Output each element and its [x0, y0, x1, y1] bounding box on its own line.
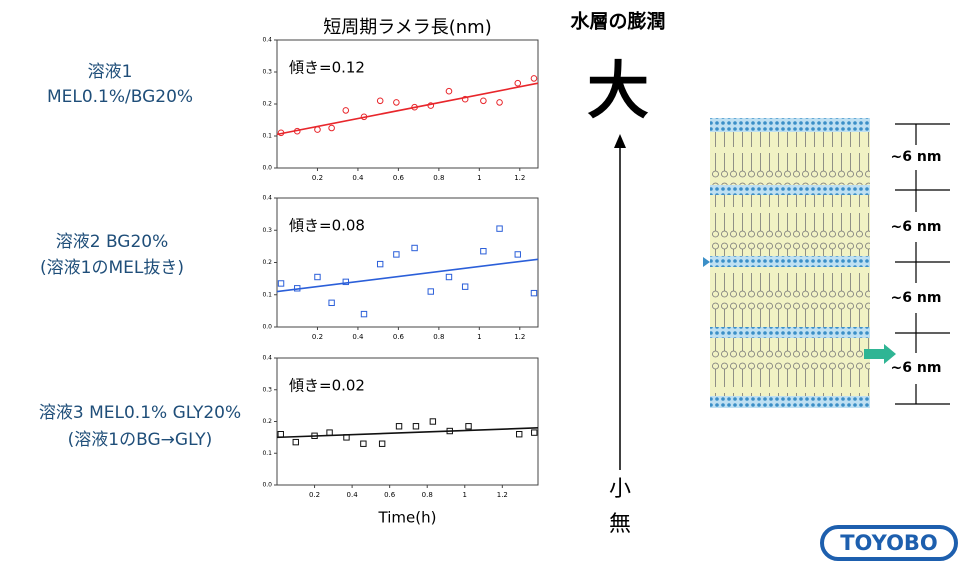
point — [515, 80, 521, 86]
solution-name: 溶液2 BG20% — [56, 232, 169, 252]
slope-annotation: 傾き=0.08 — [289, 217, 365, 235]
swelling-title: 水層の膨潤 — [570, 10, 665, 33]
arrow-head — [614, 134, 626, 148]
y-tick-label: 0.2 — [262, 101, 272, 108]
x-tick-label: 1 — [463, 491, 467, 499]
point — [412, 245, 417, 250]
x-tick-label: 0.4 — [352, 174, 364, 182]
point — [517, 432, 522, 437]
slide: 溶液1 MEL0.1%/BG20% 溶液2 BG20% (溶液1のMEL抜き) … — [0, 0, 962, 565]
point — [278, 432, 283, 437]
point — [293, 439, 298, 444]
spacing-label: ~6 nm — [891, 290, 942, 306]
y-tick-label: 0.0 — [262, 165, 272, 172]
x-tick-label: 0.4 — [347, 491, 359, 499]
point — [531, 290, 536, 295]
y-tick-label: 0.1 — [262, 450, 272, 457]
spacing-label: ~6 nm — [891, 360, 942, 376]
x-tick-label: 0.8 — [433, 174, 444, 182]
x-tick-label: 0.8 — [422, 491, 433, 499]
point — [329, 125, 335, 131]
spacing-label: ~6 nm — [891, 219, 942, 235]
point — [481, 98, 487, 104]
y-tick-label: 0.0 — [262, 482, 272, 489]
x-axis-title: Time(h) — [378, 509, 437, 527]
point — [428, 289, 433, 294]
point — [394, 252, 399, 257]
point — [329, 300, 334, 305]
point — [396, 424, 401, 429]
point — [481, 249, 486, 254]
slope-annotation: 傾き=0.02 — [289, 377, 365, 395]
x-tick-label: 0.6 — [393, 333, 405, 341]
point — [531, 76, 537, 82]
point — [361, 311, 366, 316]
y-tick-label: 0.0 — [262, 324, 272, 331]
point — [315, 274, 320, 279]
slope-annotation: 傾き=0.12 — [289, 59, 365, 77]
trend-line — [277, 259, 538, 291]
x-tick-label: 0.6 — [384, 491, 396, 499]
point — [462, 284, 467, 289]
point — [413, 424, 418, 429]
x-tick-label: 0.2 — [309, 491, 320, 499]
trend-line — [277, 83, 538, 134]
point — [430, 419, 435, 424]
x-tick-label: 0.4 — [352, 333, 364, 341]
x-tick-label: 0.2 — [312, 174, 323, 182]
y-tick-label: 0.4 — [262, 195, 272, 202]
point — [497, 226, 502, 231]
x-tick-label: 1 — [477, 174, 481, 182]
swelling-small: 小 — [609, 477, 631, 502]
y-tick-label: 0.2 — [262, 259, 272, 266]
point — [377, 261, 382, 266]
x-tick-label: 0.2 — [312, 333, 323, 341]
x-tick-label: 1.2 — [514, 174, 525, 182]
y-tick-label: 0.1 — [262, 133, 272, 140]
point — [379, 441, 384, 446]
solution-name: 溶液3 MEL0.1% GLY20% — [39, 403, 241, 423]
solution-desc: MEL0.1%/BG20% — [47, 87, 193, 107]
point — [278, 281, 283, 286]
swelling-large: 大 — [587, 54, 649, 127]
spacing-label: ~6 nm — [891, 149, 942, 165]
point — [532, 430, 537, 435]
solution-name: 溶液1 — [88, 62, 133, 82]
point — [497, 100, 503, 106]
logo: TOYOBO — [840, 531, 938, 555]
point — [515, 252, 520, 257]
point — [446, 274, 451, 279]
point — [377, 98, 383, 104]
y-tick-label: 0.3 — [262, 386, 272, 393]
point — [361, 441, 366, 446]
point — [327, 430, 332, 435]
y-tick-label: 0.1 — [262, 291, 272, 298]
point — [446, 88, 452, 94]
y-tick-label: 0.3 — [262, 227, 272, 234]
x-tick-label: 0.6 — [393, 174, 405, 182]
point — [466, 424, 471, 429]
solution-desc: (溶液1のMEL抜き) — [40, 258, 184, 278]
x-tick-label: 0.8 — [433, 333, 444, 341]
x-tick-label: 1 — [477, 333, 481, 341]
x-tick-label: 1.2 — [497, 491, 508, 499]
point — [394, 100, 400, 106]
chart-title: 短周期ラメラ長(nm) — [323, 17, 491, 38]
y-tick-label: 0.3 — [262, 69, 272, 76]
lamella-diagram: ~6 nm ~6 nm ~6 nm ~6 nm — [703, 118, 950, 408]
y-tick-label: 0.4 — [262, 355, 272, 362]
point — [343, 108, 349, 114]
y-tick-label: 0.4 — [262, 37, 272, 44]
swelling-none: 無 — [609, 512, 631, 537]
x-tick-label: 1.2 — [514, 333, 525, 341]
y-tick-label: 0.2 — [262, 418, 272, 425]
solution-desc: (溶液1のBG→GLY) — [68, 430, 213, 450]
